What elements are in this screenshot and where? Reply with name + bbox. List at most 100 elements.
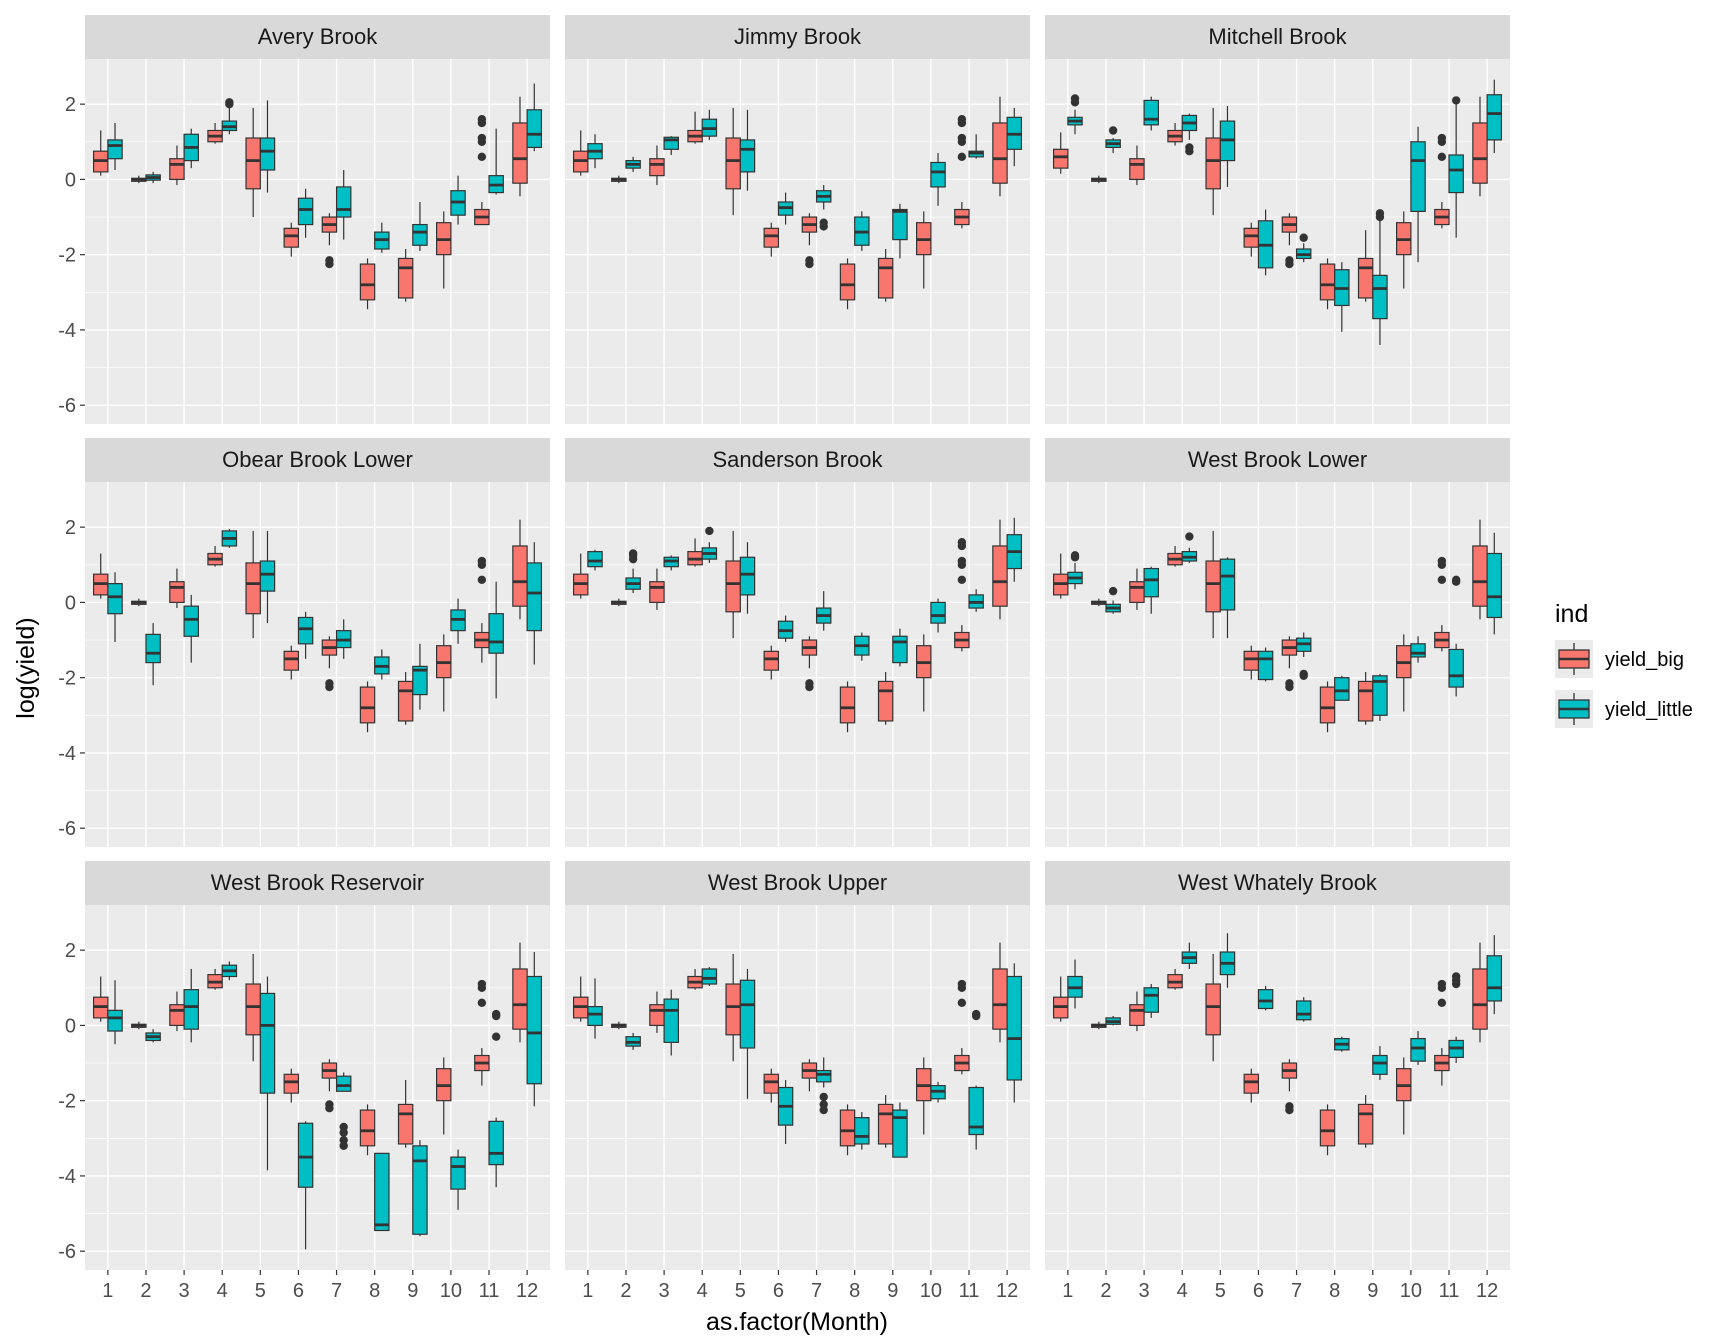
panel-background — [1045, 482, 1510, 847]
box-yield-big-month-9 — [397, 249, 414, 302]
box-yield-little-month-10 — [930, 1081, 946, 1103]
box-yield-little-month-8 — [374, 1152, 390, 1232]
box-yield-little-month-7 — [815, 1057, 832, 1115]
outlier-point — [957, 538, 967, 547]
box-yield-little-month-6 — [1257, 985, 1274, 1011]
box-yield-little-month-4 — [221, 98, 238, 135]
box-body — [450, 1156, 466, 1190]
box-yield-little-month-9 — [412, 201, 428, 251]
box-body — [1129, 158, 1145, 181]
box-body — [1372, 675, 1388, 716]
box-body — [412, 223, 428, 246]
box-yield-little-month-1 — [587, 549, 603, 571]
box-yield-little-month-1 — [587, 134, 603, 169]
box-yield-little-month-7 — [815, 591, 832, 631]
y-tick-label: -6 — [58, 1241, 76, 1263]
outlier-point — [1437, 575, 1447, 585]
box-body — [877, 1103, 894, 1145]
outlier-point — [805, 259, 814, 269]
box-body — [526, 975, 543, 1085]
box-body — [397, 680, 414, 722]
strip-title: Sanderson Brook — [713, 447, 884, 472]
outlier-point — [628, 549, 638, 558]
strip-title: West Brook Upper — [708, 870, 887, 895]
box-yield-big-month-4 — [1167, 122, 1183, 146]
strip-background — [1045, 15, 1510, 59]
box-body — [1410, 643, 1426, 658]
x-tick-label: 3 — [659, 1280, 670, 1302]
box-yield-big-month-6 — [283, 645, 300, 680]
box-yield-big-month-6 — [763, 645, 780, 680]
box-body — [1448, 154, 1464, 194]
box-body — [335, 186, 352, 218]
box-yield-little-month-2 — [145, 1029, 161, 1043]
box-body — [1205, 137, 1221, 190]
outlier-point — [477, 556, 487, 566]
box-yield-big-month-9 — [1357, 230, 1374, 302]
box-yield-little-month-4 — [221, 961, 238, 981]
box-yield-little-month-11 — [1448, 575, 1464, 697]
box-body — [512, 968, 528, 1030]
box-yield-little-month-4 — [1181, 532, 1198, 563]
outlier-point — [1285, 1105, 1294, 1115]
box-yield-little-month-2 — [625, 549, 641, 594]
box-yield-little-month-2 — [625, 1032, 641, 1050]
box-yield-little-month-8 — [1334, 675, 1350, 701]
box-yield-little-month-9 — [1372, 673, 1388, 721]
y-tick-label: -6 — [58, 818, 76, 840]
strip-background — [1045, 438, 1510, 482]
box-yield-little-month-12 — [526, 83, 543, 152]
box-yield-big-month-6 — [283, 1068, 300, 1103]
box-body — [526, 109, 543, 149]
outlier-point — [339, 1128, 348, 1137]
box-yield-little-month-12 — [1486, 935, 1503, 1015]
box-body — [839, 263, 856, 301]
box-body — [992, 968, 1008, 1030]
box-yield-big-month-12 — [992, 96, 1008, 197]
box-body — [107, 582, 123, 615]
box-yield-little-month-12 — [1006, 517, 1023, 582]
x-tick-label: 8 — [369, 1280, 380, 1302]
box-body — [892, 208, 908, 241]
box-yield-big-month-1 — [572, 130, 589, 176]
x-tick-label: 3 — [179, 1280, 190, 1302]
outlier-point — [477, 115, 487, 124]
box-yield-little-month-6 — [777, 615, 794, 642]
x-tick-label: 11 — [1439, 1280, 1460, 1302]
box-body — [1472, 968, 1488, 1030]
box-body — [297, 616, 314, 645]
box-body — [145, 633, 161, 664]
legend: ind yield_big yield_little — [1555, 600, 1693, 728]
panel-background — [565, 905, 1030, 1270]
box-yield-big-month-10 — [916, 1057, 932, 1135]
x-tick-label: 4 — [1177, 1280, 1188, 1302]
panel-jimmy-brook: Jimmy Brook — [565, 15, 1030, 424]
box-body — [725, 983, 741, 1036]
legend-label-yield-little: yield_little — [1605, 699, 1693, 721]
y-tick-label: 2 — [65, 94, 76, 116]
box-yield-big-month-5 — [1205, 107, 1221, 216]
box-body — [245, 562, 261, 615]
box-yield-big-month-11 — [1434, 556, 1450, 652]
outlier-point — [1299, 671, 1308, 680]
outlier-point — [1437, 979, 1447, 989]
outlier-point — [705, 526, 714, 536]
box-yield-little-month-3 — [663, 555, 679, 571]
box-yield-big-month-10 — [436, 634, 452, 712]
box-yield-big-month-8 — [839, 681, 856, 733]
x-tick-label: 12 — [1476, 1280, 1498, 1302]
box-yield-little-month-9 — [1372, 1046, 1388, 1080]
box-yield-little-month-11 — [1448, 972, 1464, 1064]
y-tick-label: 0 — [65, 592, 76, 614]
x-tick-label: 2 — [140, 1280, 151, 1302]
box-yield-big-month-7 — [1281, 213, 1298, 269]
box-body — [107, 139, 123, 160]
box-body — [1372, 274, 1388, 320]
x-tick-label: 1 — [582, 1280, 593, 1302]
outlier-point — [1285, 682, 1294, 692]
box-yield-little-month-6 — [297, 1121, 314, 1250]
box-body — [1448, 648, 1464, 688]
box-yield-little-month-12 — [1486, 79, 1503, 154]
box-body — [183, 989, 199, 1030]
